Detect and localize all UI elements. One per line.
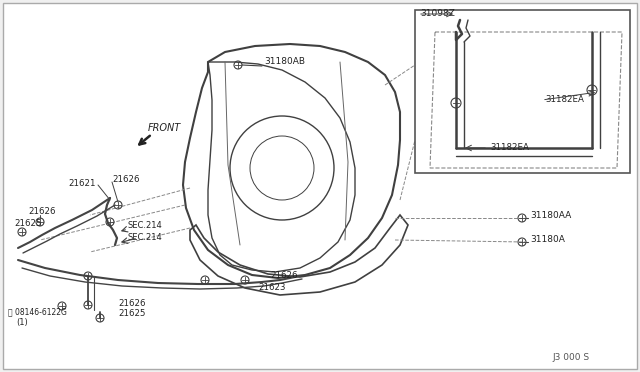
Text: 21621: 21621 bbox=[68, 179, 95, 187]
Text: FRONT: FRONT bbox=[148, 123, 181, 133]
Text: (1): (1) bbox=[16, 317, 28, 327]
Text: Ⓑ 08146-6122G: Ⓑ 08146-6122G bbox=[8, 308, 67, 317]
Text: 21625: 21625 bbox=[14, 219, 42, 228]
Text: 31182EA: 31182EA bbox=[545, 96, 584, 105]
Text: SEC.214: SEC.214 bbox=[128, 234, 163, 243]
Text: 31098Z: 31098Z bbox=[420, 10, 455, 19]
Text: SEC.214: SEC.214 bbox=[128, 221, 163, 231]
Text: 21625: 21625 bbox=[118, 310, 145, 318]
Text: 21626: 21626 bbox=[118, 298, 145, 308]
Text: 31180A: 31180A bbox=[530, 235, 565, 244]
Text: 21626: 21626 bbox=[112, 176, 140, 185]
Text: 21623: 21623 bbox=[258, 283, 285, 292]
Text: 31180AB: 31180AB bbox=[264, 58, 305, 67]
Text: 31180AA: 31180AA bbox=[530, 212, 572, 221]
Text: 21626: 21626 bbox=[28, 208, 56, 217]
Bar bbox=[415, 10, 630, 173]
Text: 21626: 21626 bbox=[270, 272, 298, 280]
Text: J3 000 S: J3 000 S bbox=[552, 353, 589, 362]
Text: 31182EA: 31182EA bbox=[490, 144, 529, 153]
